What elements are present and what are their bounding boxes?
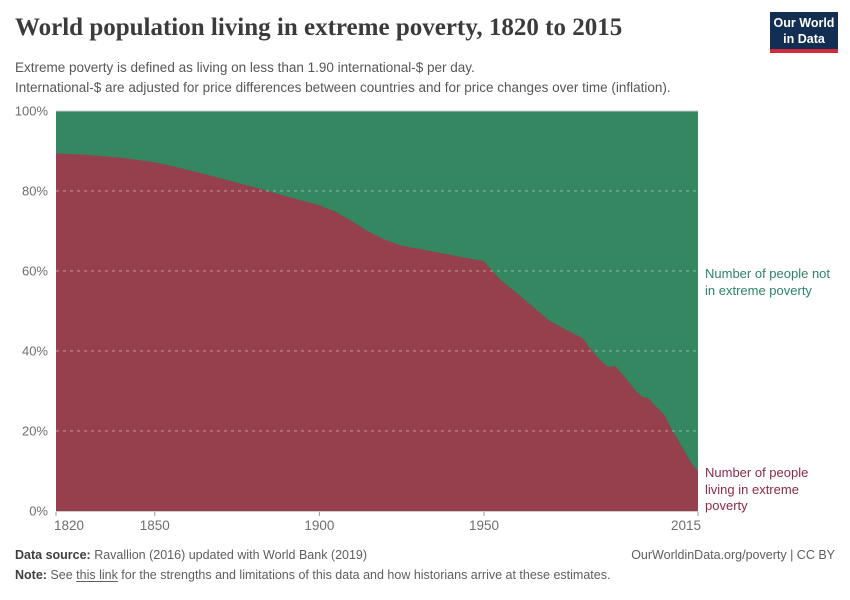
note-text-pre: See bbox=[46, 568, 77, 582]
chart-subtitle-line1: Extreme poverty is defined as living on … bbox=[15, 60, 475, 75]
data-source-line: Data source: Ravallion (2016) updated wi… bbox=[15, 548, 835, 562]
site-credit-link[interactable]: OurWorldinData.org/poverty | CC BY bbox=[631, 548, 835, 562]
y-tick-label-100%: 100% bbox=[15, 104, 49, 119]
series-label-in-poverty: Number of people living in extreme pover… bbox=[705, 465, 809, 513]
stacked-area-chart[interactable]: 0% 20% 40% 60% 80% 100% 1820 1850 1900 1950 2015 bbox=[0, 100, 850, 545]
chart-subtitle-line2: International-$ are adjusted for price d… bbox=[15, 80, 671, 95]
note-line: Note: See this link for the strengths an… bbox=[15, 568, 835, 582]
x-tick-label-1820: 1820 bbox=[54, 518, 84, 533]
y-tick-label-80%: 80% bbox=[22, 184, 48, 199]
y-tick-label-60%: 60% bbox=[22, 264, 48, 279]
x-tick-label-1850: 1850 bbox=[140, 518, 170, 533]
data-source-text: Ravallion (2016) updated with World Bank… bbox=[90, 548, 368, 562]
note-link[interactable]: this link bbox=[76, 568, 118, 582]
y-tick-label-20%: 20% bbox=[22, 424, 48, 439]
owid-logo[interactable]: Our World in Data bbox=[770, 12, 838, 53]
x-tick-label-1900: 1900 bbox=[304, 518, 334, 533]
y-tick-label-40%: 40% bbox=[22, 344, 48, 359]
area-living-in-extreme-poverty bbox=[56, 153, 698, 511]
series-label-not-in-poverty: Number of people not in extreme poverty bbox=[705, 266, 831, 298]
note-text-post: for the strengths and limitations of thi… bbox=[117, 568, 611, 582]
page-title: World population living in extreme pover… bbox=[15, 14, 623, 41]
note-label: Note: bbox=[15, 568, 47, 582]
x-tick-label-2015: 2015 bbox=[671, 518, 701, 533]
y-tick-label-0%: 0% bbox=[29, 504, 48, 519]
x-tick-label-1950: 1950 bbox=[469, 518, 499, 533]
data-source-label: Data source: bbox=[15, 548, 91, 562]
owid-logo-text: Our World in Data bbox=[773, 16, 835, 46]
